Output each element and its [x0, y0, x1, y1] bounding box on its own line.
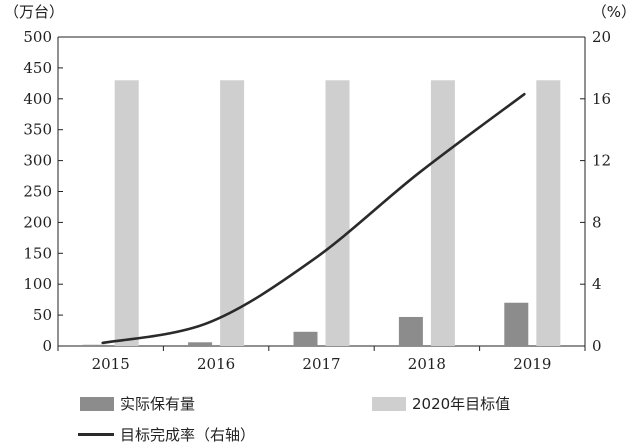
y-tick-label: 150 — [23, 244, 52, 262]
rate-line-path — [101, 92, 526, 345]
bar-actual-2018 — [398, 316, 423, 346]
y-tick-label: 350 — [23, 121, 52, 139]
y-tick-label: 300 — [23, 152, 52, 170]
y-tick-label: 400 — [23, 90, 52, 108]
legend-label-target: 2020年目标值 — [412, 395, 511, 413]
y-tick-label: 100 — [23, 275, 52, 293]
y2-tick-label: 20 — [592, 28, 611, 46]
y-tick-label: 200 — [23, 213, 52, 231]
y-tick-label: 0 — [42, 337, 52, 355]
y2-tick-label: 12 — [592, 152, 611, 170]
bar-actual-2019 — [504, 302, 529, 346]
bar-target-2017 — [325, 80, 350, 346]
legend-swatch-target — [372, 396, 406, 411]
legend-swatch-rate — [78, 433, 114, 436]
rate-line — [101, 92, 526, 345]
x-tick-label: 2016 — [197, 355, 235, 373]
y2-tick-label: 4 — [592, 275, 602, 293]
legend-label-rate: 目标完成率（右轴） — [120, 426, 256, 444]
legend-swatch-actual — [80, 396, 114, 411]
y-tick-label: 500 — [23, 28, 52, 46]
y-tick-label: 250 — [23, 183, 52, 201]
legend-item-rate: 目标完成率（右轴） — [78, 424, 255, 445]
x-tick-label: 2018 — [408, 355, 446, 373]
x-tick-label: 2019 — [513, 355, 551, 373]
bar-actual-2016 — [188, 342, 213, 346]
y2-tick-label: 16 — [592, 90, 611, 108]
x-tick-label: 2015 — [92, 355, 130, 373]
legend-label-actual: 实际保有量 — [120, 395, 196, 413]
bars — [82, 80, 561, 346]
y2-tick-label: 0 — [592, 337, 602, 355]
y2-axis-unit-label: （%） — [592, 3, 636, 21]
y-axis-unit-label: （万台） — [4, 3, 64, 21]
x-tick-label: 2017 — [302, 355, 340, 373]
bar-actual-2017 — [293, 331, 318, 346]
legend-item-target: 2020年目标值 — [372, 393, 510, 414]
bar-target-2015 — [114, 80, 139, 346]
y-tick-label: 450 — [23, 59, 52, 77]
bar-target-2016 — [220, 80, 245, 346]
y2-tick-label: 8 — [592, 213, 602, 231]
bar-target-2019 — [536, 80, 561, 346]
bar-actual-2015 — [82, 344, 107, 346]
axes: 0 50 100 150 200 250 300 350 400 450 500 0 4 8 12 16 20 2… — [23, 28, 611, 373]
bar-target-2018 — [430, 80, 455, 346]
legend-item-actual: 实际保有量 — [80, 393, 195, 414]
y-tick-label: 50 — [33, 306, 52, 324]
